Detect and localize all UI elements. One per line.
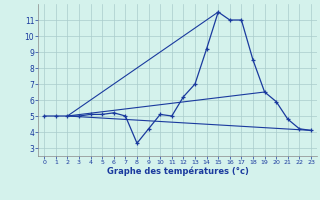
X-axis label: Graphe des températures (°c): Graphe des températures (°c) (107, 167, 249, 176)
